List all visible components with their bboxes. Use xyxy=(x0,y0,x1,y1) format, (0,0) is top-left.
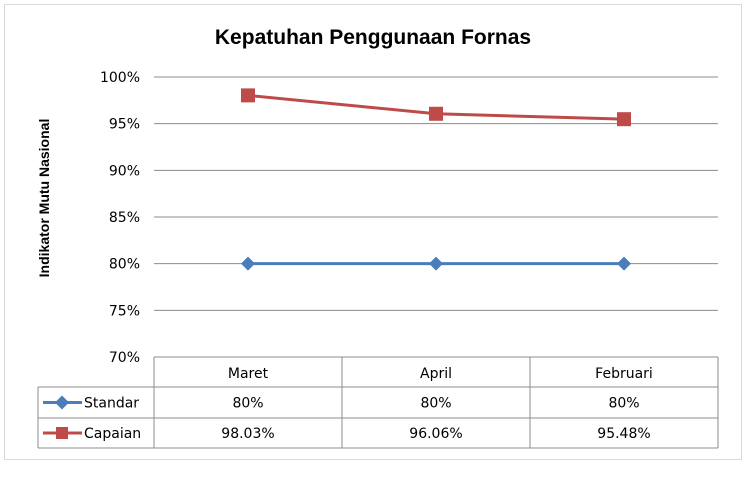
x-category-label: Maret xyxy=(228,366,269,382)
y-axis-label: Indikator Mutu Nasional xyxy=(36,119,52,278)
x-category-label: Februari xyxy=(595,366,653,382)
y-tick-label: 70% xyxy=(109,350,140,366)
data-point xyxy=(617,112,631,127)
legend-entry: Capaian xyxy=(84,426,141,442)
data-label: 80% xyxy=(608,396,639,412)
y-tick-label: 95% xyxy=(109,117,140,133)
data-label: 96.06% xyxy=(409,426,462,442)
y-tick-labels: 70% 75% 80% 85% 90% 95% 100% xyxy=(100,70,140,366)
y-tick-label: 85% xyxy=(109,210,140,226)
legend-marker xyxy=(56,427,68,439)
legend-marker xyxy=(55,395,69,410)
legend-entry: Standar xyxy=(84,396,139,412)
data-point xyxy=(429,256,443,271)
data-table: Maret April Februari Standar 80% 80% 80% Capaia… xyxy=(37,357,719,449)
y-tick-label: 90% xyxy=(109,163,140,179)
chart-title: Kepatuhan Penggunaan Fornas xyxy=(215,26,531,49)
data-point xyxy=(429,106,443,121)
data-label: 80% xyxy=(420,396,451,412)
data-point xyxy=(241,88,255,103)
data-label: 80% xyxy=(232,396,263,412)
data-label: 98.03% xyxy=(221,426,274,442)
y-tick-label: 100% xyxy=(100,70,140,86)
y-tick-label: 80% xyxy=(109,257,140,273)
x-category-label: April xyxy=(420,366,452,382)
data-point xyxy=(241,256,255,271)
series-group xyxy=(241,88,631,271)
chart-frame xyxy=(4,4,742,460)
y-tick-label: 75% xyxy=(109,303,140,319)
data-label: 95.48% xyxy=(597,426,650,442)
data-point xyxy=(617,256,631,271)
